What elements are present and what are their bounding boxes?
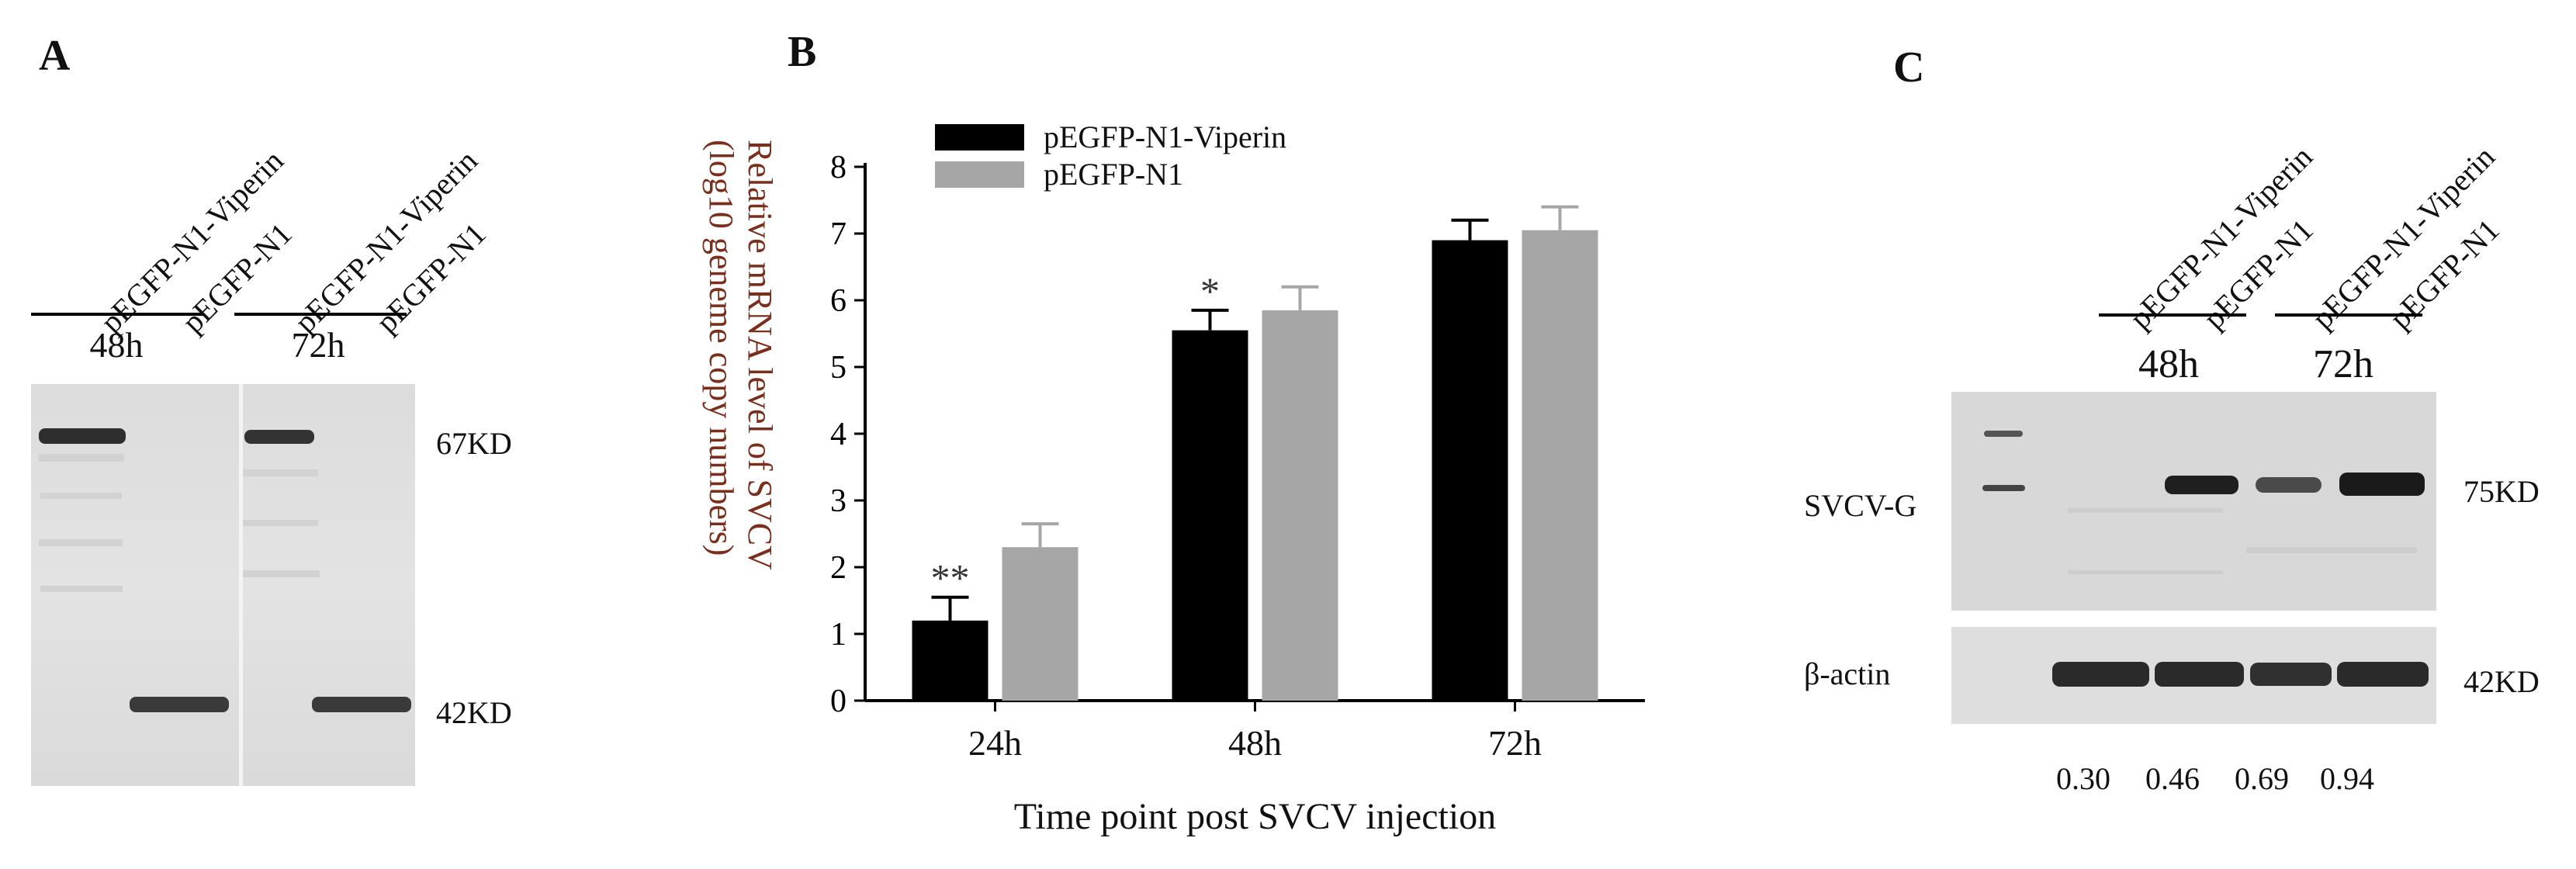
panel-a-blot [31,384,415,786]
panel-c-band-svcv-lane2 [2165,476,2238,494]
y-tick-label-6: 6 [830,283,847,319]
bar-pEGFP-N1-Viperin-24h [912,620,989,701]
panel-c-blot-svcv-g [1951,392,2436,611]
legend-swatch-pEGFP-N1-Viperin [935,124,1024,151]
panel-c-ratio-2: 0.46 [2145,761,2200,796]
panel-c-band-svcv-lane3 [2256,477,2322,493]
panel-c-band-actin-lane1 [2052,662,2149,687]
bar-pEGFP-N1-Viperin-48h [1172,330,1248,701]
x-tick-label-24h: 24h [968,723,1022,763]
significance-pEGFP-N1-Viperin-48h: * [1200,269,1220,313]
panel-b-letter: B [788,28,817,76]
y-tick-label-4: 4 [830,417,847,452]
bar-pEGFP-N1-48h [1262,310,1338,701]
panel-c-marker-42kd: 42KD [2463,664,2540,699]
panel-c-marker-75kd: 75KD [2463,474,2540,509]
panel-c-band-svcv-lane4 [2339,473,2425,496]
panel-c-72h-bracket [2275,313,2422,317]
panel-a-time-48h: 48h [89,325,144,365]
panel-a-band-67kd-lane3 [244,430,314,444]
bar-pEGFP-N1-72h [1522,230,1598,701]
x-tick-label-72h: 72h [1488,723,1542,763]
y-tick-label-3: 3 [830,483,847,519]
y-tick-label-2: 2 [830,550,847,586]
panel-a-72h-bracket [234,313,407,316]
panel-a-marker-67kd: 67KD [436,426,512,461]
bar-pEGFP-N1-Viperin-72h [1432,240,1508,701]
panel-a-band-42kd-lane2 [130,697,229,712]
y-axis-title-line-2: (log10 geneme copy numbers) [702,140,740,556]
legend-swatch-pEGFP-N1 [935,161,1024,188]
panel-a-time-72h: 72h [291,325,345,365]
panel-c-ratio-4: 0.94 [2320,761,2374,796]
panel-a-marker-42kd: 42KD [436,695,512,730]
panel-c-ratio-3: 0.69 [2235,761,2289,796]
panel-c-blot-actin [1951,627,2436,724]
legend-label-pEGFP-N1-Viperin: pEGFP-N1-Viperin [1044,119,1286,154]
y-tick-label-8: 8 [830,150,847,185]
y-tick-label-7: 7 [830,216,847,252]
panel-c-band-actin-lane3 [2250,663,2332,686]
panel-a-48h-bracket [31,313,203,316]
panel-c-band-actin-lane4 [2337,662,2429,687]
panel-c-letter: C [1893,43,1925,92]
panel-a-band-42kd-lane4 [312,697,411,712]
y-tick-label-5: 5 [830,350,847,386]
panel-c-row-label-actin: β-actin [1804,656,1891,691]
panel-c-row-label-svcv-g: SVCV-G [1804,488,1917,523]
bar-pEGFP-N1-24h [1002,547,1079,701]
y-tick-label-1: 1 [830,617,847,653]
x-tick-label-48h: 48h [1228,723,1282,763]
panel-c-band-actin-lane2 [2155,662,2244,687]
panel-a-letter: A [39,32,71,80]
significance-pEGFP-N1-Viperin-24h: ** [931,556,970,600]
panel-c-48h-bracket [2099,313,2246,317]
x-axis-title: Time point post SVCV injection [1014,796,1496,837]
y-tick-label-0: 0 [830,684,847,719]
panel-c-ratio-1: 0.30 [2056,761,2110,796]
panel-c-time-72h: 72h [2313,342,2373,386]
panel-a-band-67kd-lane1 [39,428,126,444]
legend-label-pEGFP-N1: pEGFP-N1 [1044,157,1183,192]
y-axis-title-line-1: Relative mRNA level of SVCV [741,140,779,570]
panel-c-time-48h: 48h [2138,342,2199,386]
